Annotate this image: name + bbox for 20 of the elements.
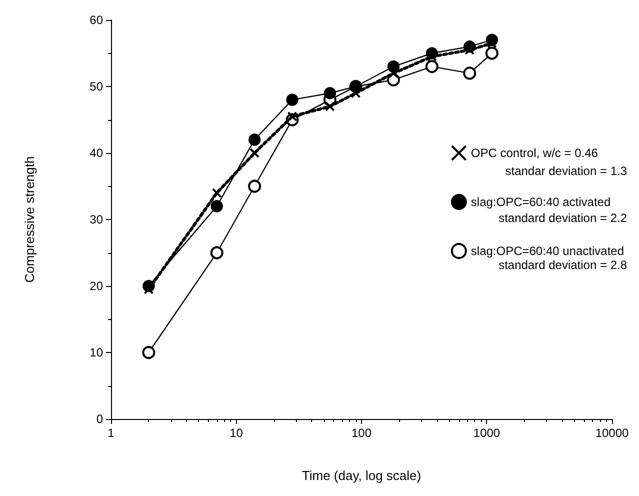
x-tick-label: 10000 [595,426,630,440]
legend-label: OPC control, w/c = 0.46 [470,146,598,160]
annotation: standar deviation = 1.3 [505,164,628,178]
annotation: standard deviation = 2.8 [498,258,628,272]
y-tick-label: 50 [90,80,104,94]
y-tick-label: 20 [90,279,104,293]
y-tick-label: 40 [90,146,104,160]
legend-label: slag:OPC=60:40 activated [470,195,611,209]
annotation: standard deviation = 2.2 [498,211,628,225]
x-tick-label: 10 [230,426,244,440]
y-tick-label: 60 [90,13,104,27]
x-tick-label: 100 [351,426,372,440]
legend-label: slag:OPC=60:40 unactivated [470,244,624,258]
y-axis-title: Compressive strength [22,156,37,283]
y-tick-label: 30 [90,212,104,226]
x-tick-label: 1 [108,426,115,440]
x-tick-label: 1000 [473,426,500,440]
y-tick-label: 0 [96,412,104,426]
x-axis-title: Time (day, log scale) [302,468,422,483]
y-tick-label: 10 [90,346,104,360]
